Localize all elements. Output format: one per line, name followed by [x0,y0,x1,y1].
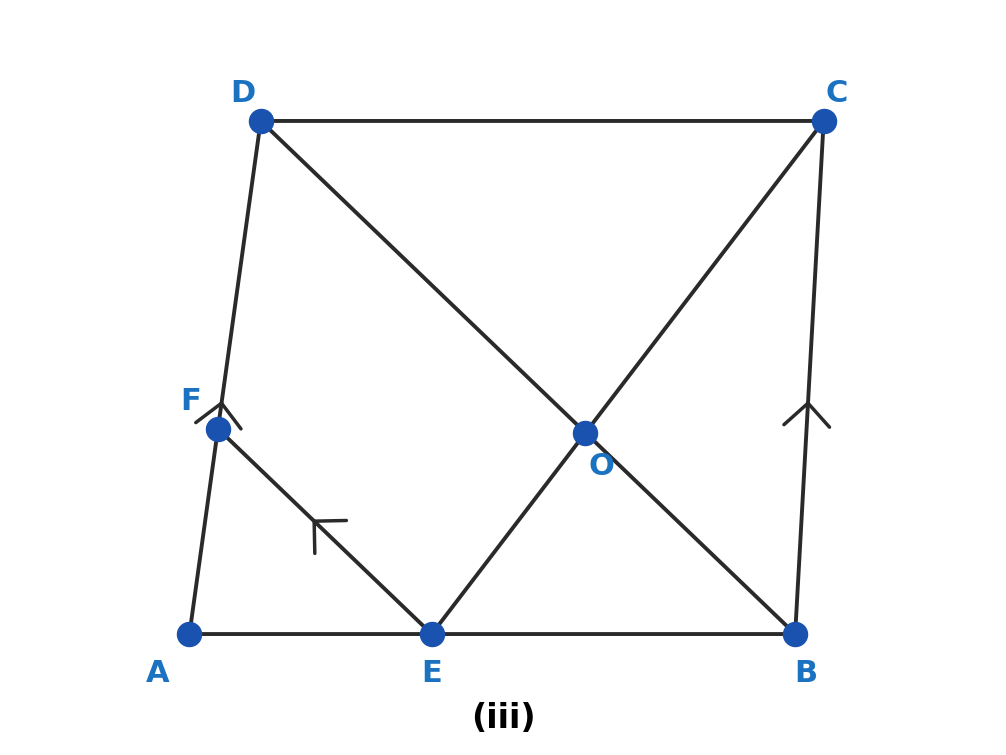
Point [181,628,197,640]
Text: C: C [825,79,848,109]
Text: F: F [180,387,201,416]
Point [816,115,832,127]
Text: A: A [146,658,169,688]
Text: D: D [230,79,256,109]
Text: (iii): (iii) [471,702,535,735]
Point [787,628,803,640]
Text: O: O [589,452,614,482]
Text: E: E [422,658,442,688]
Point [577,427,594,439]
Point [253,115,269,127]
Point [210,423,226,435]
Text: B: B [795,658,818,688]
Point [424,628,440,640]
